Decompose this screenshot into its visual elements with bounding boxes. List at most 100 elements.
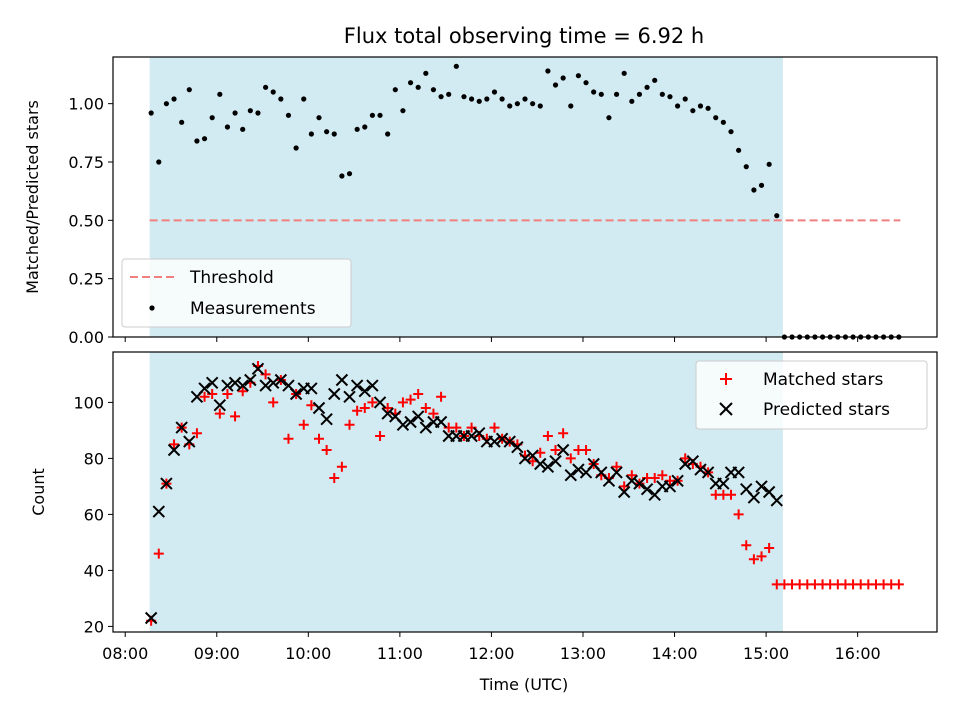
matched-point (756, 551, 767, 562)
predicted-point (274, 373, 288, 387)
measurement-point (743, 164, 749, 170)
measurement-point (423, 70, 429, 76)
x-tick-label: 14:00 (651, 644, 697, 663)
measurement-point (224, 124, 231, 130)
predicted-point (358, 384, 371, 398)
legend-predicted-swatch (719, 402, 733, 416)
predicted-point (221, 379, 234, 392)
predicted-point (755, 480, 768, 493)
top-measurements-series (148, 63, 902, 340)
measurement-point (156, 159, 162, 165)
measurement-point (705, 105, 711, 111)
predicted-point (267, 376, 280, 390)
measurement-point (774, 213, 780, 219)
bottom-x-axis: 08:00 09:00 10:00 11:00 12:00 13:00 14:00 15:00… (102, 632, 881, 663)
predicted-point (488, 435, 501, 448)
predicted-point (236, 379, 249, 392)
top-x-axis (124, 337, 859, 342)
legend-measurements-swatch (149, 305, 155, 311)
predicted-point (534, 457, 547, 471)
predicted-point (144, 611, 158, 625)
measurement-point (179, 119, 185, 125)
x-tick-label: 11:00 (377, 644, 423, 663)
measurement-point (331, 131, 337, 137)
measurement-point (240, 126, 246, 132)
measurement-point (690, 108, 696, 114)
predicted-point (556, 443, 570, 457)
predicted-point (167, 443, 181, 457)
chart-title: Flux total observing time = 6.92 h (344, 24, 704, 48)
matched-point (191, 428, 202, 439)
predicted-point (205, 376, 219, 390)
measurement-point (751, 187, 757, 193)
predicted-point (419, 421, 433, 434)
measurement-point (217, 91, 223, 97)
bottom-y-axis: 20 40 60 80 100 (73, 393, 113, 636)
measurement-point (468, 96, 475, 102)
measurement-point (736, 147, 742, 153)
predicted-point (343, 390, 356, 404)
legend-threshold-label: Threshold (189, 268, 274, 288)
top-legend-box (121, 258, 352, 328)
measurement-point (232, 110, 238, 116)
measurement-point (346, 171, 353, 177)
measurement-point (392, 87, 398, 93)
top-legend: Threshold Measurements (121, 258, 352, 328)
predicted-point (564, 468, 577, 482)
matched-point (397, 397, 408, 408)
matched-point (283, 433, 294, 444)
legend-matched-swatch (720, 373, 732, 385)
matched-point (626, 470, 637, 481)
matched-point (413, 389, 424, 399)
predicted-point (175, 421, 188, 434)
predicted-point (160, 477, 173, 490)
measurement-point (591, 89, 597, 95)
matched-point (352, 405, 363, 416)
measurement-point (484, 96, 490, 102)
measurement-point (255, 110, 261, 116)
measurement-point (644, 84, 650, 90)
predicted-point (572, 463, 585, 476)
matched-point (726, 489, 736, 500)
predicted-point (335, 373, 349, 387)
measurement-point (476, 98, 482, 104)
matched-point (748, 554, 759, 565)
matched-point (436, 391, 447, 402)
predicted-point (213, 398, 227, 412)
measurement-point (446, 91, 452, 97)
predicted-point (610, 466, 623, 479)
measurement-point (324, 129, 330, 135)
measurement-point (545, 68, 551, 74)
bottom-shaded-region (149, 352, 783, 632)
matched-point (764, 543, 775, 553)
measurement-point (186, 87, 192, 93)
predicted-point (152, 505, 165, 518)
measurement-point (362, 124, 368, 130)
predicted-point (373, 396, 387, 409)
measurement-point (278, 96, 284, 102)
measurement-point (575, 73, 582, 79)
measurement-point (262, 84, 269, 90)
y-tick-label: 80 (84, 449, 104, 468)
measurement-point (537, 103, 543, 109)
matched-point (420, 403, 431, 413)
measurement-point (674, 103, 681, 109)
matched-point (298, 419, 309, 430)
matched-point (222, 389, 233, 399)
predicted-point (305, 382, 318, 395)
measurement-point (194, 138, 200, 144)
matched-point (314, 433, 324, 444)
measurement-point (461, 94, 467, 100)
matched-point (268, 397, 279, 408)
matched-point (199, 391, 210, 402)
matched-point (893, 579, 904, 590)
predicted-point (381, 407, 394, 420)
measurement-point (659, 91, 665, 97)
bottom-y-axis-label: Count (29, 468, 48, 516)
x-tick-label: 09:00 (194, 644, 240, 663)
matched-point (733, 509, 744, 520)
y-tick-label: 20 (84, 617, 104, 636)
predicted-point (640, 482, 654, 496)
measurement-point (766, 161, 772, 167)
